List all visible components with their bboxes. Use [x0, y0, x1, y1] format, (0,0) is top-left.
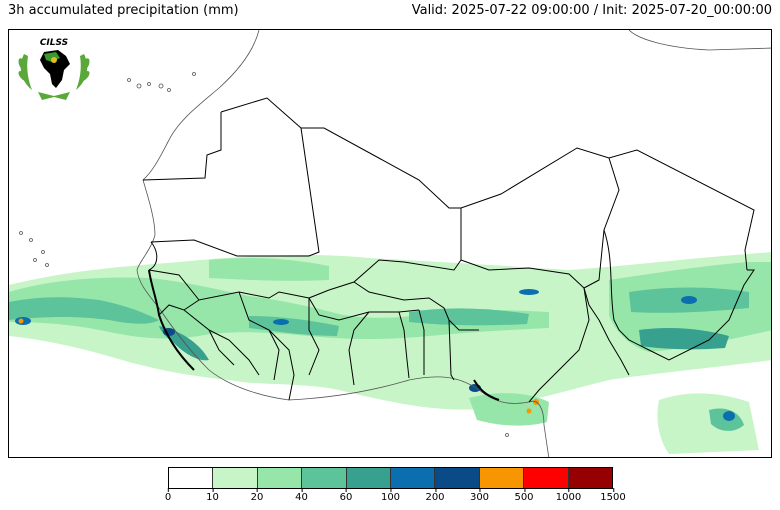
colorbar-tick-label: 1000: [555, 488, 582, 503]
map-title: 3h accumulated precipitation (mm): [8, 3, 239, 18]
colorbar-segment: [213, 468, 258, 488]
colorbar-tick-label: 100: [380, 488, 401, 503]
colorbar-segment: [568, 468, 613, 488]
colorbar-tick-label: 300: [469, 488, 490, 503]
cilss-logo-text: CILSS: [40, 38, 68, 48]
colorbar-segment: [391, 468, 436, 488]
colorbar-tick-label: 10: [206, 488, 219, 503]
colorbar-tick-label: 20: [250, 488, 264, 503]
precipitation-field: [9, 252, 771, 454]
precipitation-map: [8, 29, 772, 458]
cilss-logo: CILSS: [14, 34, 94, 102]
colorbar-tick-label: 500: [514, 488, 534, 503]
colorbar-segment: [302, 468, 347, 488]
colorbar-tick-label: 1500: [600, 488, 626, 503]
colorbar-segment: [257, 468, 303, 488]
coastlines: [19, 30, 771, 457]
colorbar-segment: [169, 468, 214, 488]
colorbar-tick-label: 40: [295, 488, 308, 503]
colorbar-tick-label: 200: [425, 488, 445, 503]
cilss-logo-icon: CILSS: [18, 38, 90, 100]
colorbar-legend: [168, 467, 613, 489]
colorbar-segment: [435, 468, 480, 488]
colorbar-segment: [346, 468, 392, 488]
country-borders: [142, 97, 755, 403]
colorbar-segment: [479, 468, 525, 488]
colorbar-segment: [524, 468, 569, 488]
colorbar-tick-label: 60: [339, 488, 353, 503]
coastal-highlight: [148, 269, 500, 401]
valid-init-label: Valid: 2025-07-22 09:00:00 / Init: 2025-…: [411, 3, 772, 18]
colorbar-tick-label: 0: [164, 488, 172, 503]
colorbar-ticks: 0 10 20 40 60 100 200 300 500 1000 1500: [164, 488, 626, 508]
